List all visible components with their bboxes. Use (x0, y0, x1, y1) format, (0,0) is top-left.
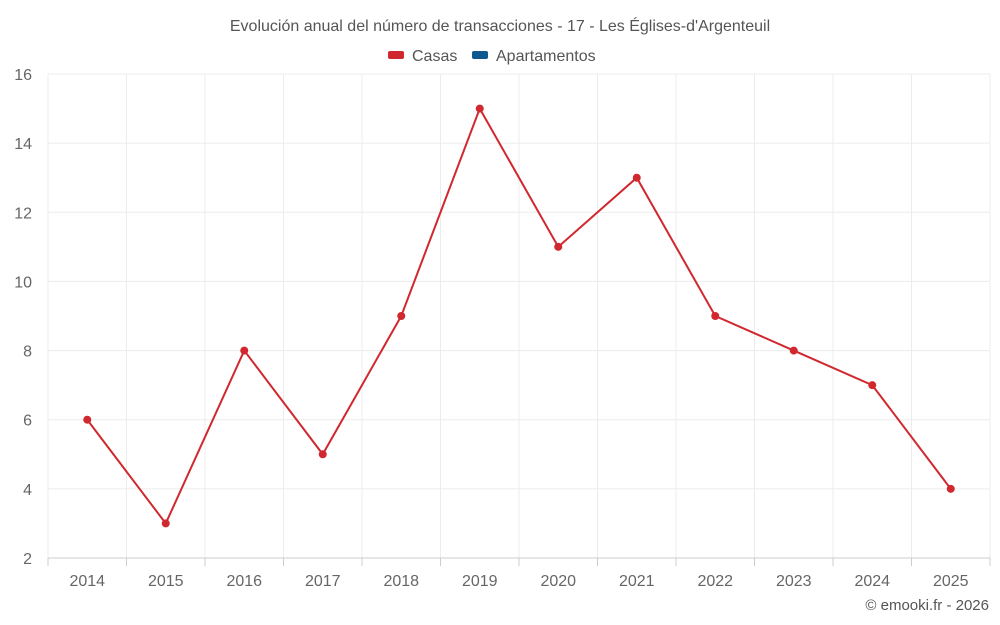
legend-swatch-apartamentos (472, 51, 488, 59)
x-tick-label: 2022 (697, 573, 733, 590)
credit-text: © emooki.fr - 2026 (865, 597, 989, 614)
x-tick-label: 2017 (305, 573, 341, 590)
y-tick-label: 14 (14, 136, 32, 153)
x-tick-label: 2025 (933, 573, 969, 590)
x-axis-ticks: 2014 2015 2016 2017 2018 2019 2020 2021 2022 2023… (47, 558, 991, 590)
data-point-casas[interactable] (475, 104, 484, 113)
x-tick-label: 2020 (540, 573, 576, 590)
x-tick-label: 2014 (69, 573, 105, 590)
series-line-casas (86, 106, 952, 526)
y-tick-label: 10 (14, 274, 32, 291)
y-tick-label: 6 (23, 413, 32, 430)
data-point-casas[interactable] (161, 519, 170, 528)
legend-label-apartamentos: Apartamentos (496, 48, 596, 65)
legend-item-apartamentos[interactable]: Apartamentos (472, 48, 596, 65)
data-point-casas[interactable] (554, 242, 563, 251)
x-gridlines (47, 74, 991, 558)
data-point-casas[interactable] (946, 484, 955, 493)
x-tick-label: 2023 (776, 573, 812, 590)
legend-item-casas[interactable]: Casas (388, 48, 457, 65)
data-point-casas[interactable] (632, 173, 641, 182)
x-tick-label: 2018 (383, 573, 419, 590)
y-tick-label: 12 (14, 205, 32, 222)
legend-swatch-casas (388, 51, 404, 59)
x-tick-label: 2015 (148, 573, 184, 590)
data-point-casas[interactable] (711, 312, 720, 320)
x-tick-label: 2019 (462, 573, 498, 590)
data-point-casas[interactable] (789, 346, 798, 355)
data-point-casas[interactable] (397, 312, 406, 320)
data-point-casas[interactable] (83, 415, 92, 424)
data-point-casas[interactable] (240, 346, 249, 355)
series-layer (83, 104, 955, 528)
y-axis-ticks: 2 4 6 8 10 12 14 16 (14, 67, 32, 568)
y-tick-label: 4 (23, 482, 32, 499)
data-point-casas[interactable] (318, 450, 327, 459)
chart-title: Evolución anual del número de transaccio… (230, 16, 770, 35)
y-tick-label: 2 (23, 551, 32, 568)
legend: Casas Apartamentos (388, 48, 596, 65)
data-point-casas[interactable] (868, 381, 877, 390)
y-tick-label: 8 (23, 344, 32, 361)
y-tick-label: 16 (14, 67, 32, 84)
legend-label-casas: Casas (412, 48, 457, 65)
x-tick-label: 2024 (854, 573, 890, 590)
x-tick-label: 2021 (619, 573, 655, 590)
x-tick-label: 2016 (226, 573, 262, 590)
y-gridlines (48, 73, 990, 490)
